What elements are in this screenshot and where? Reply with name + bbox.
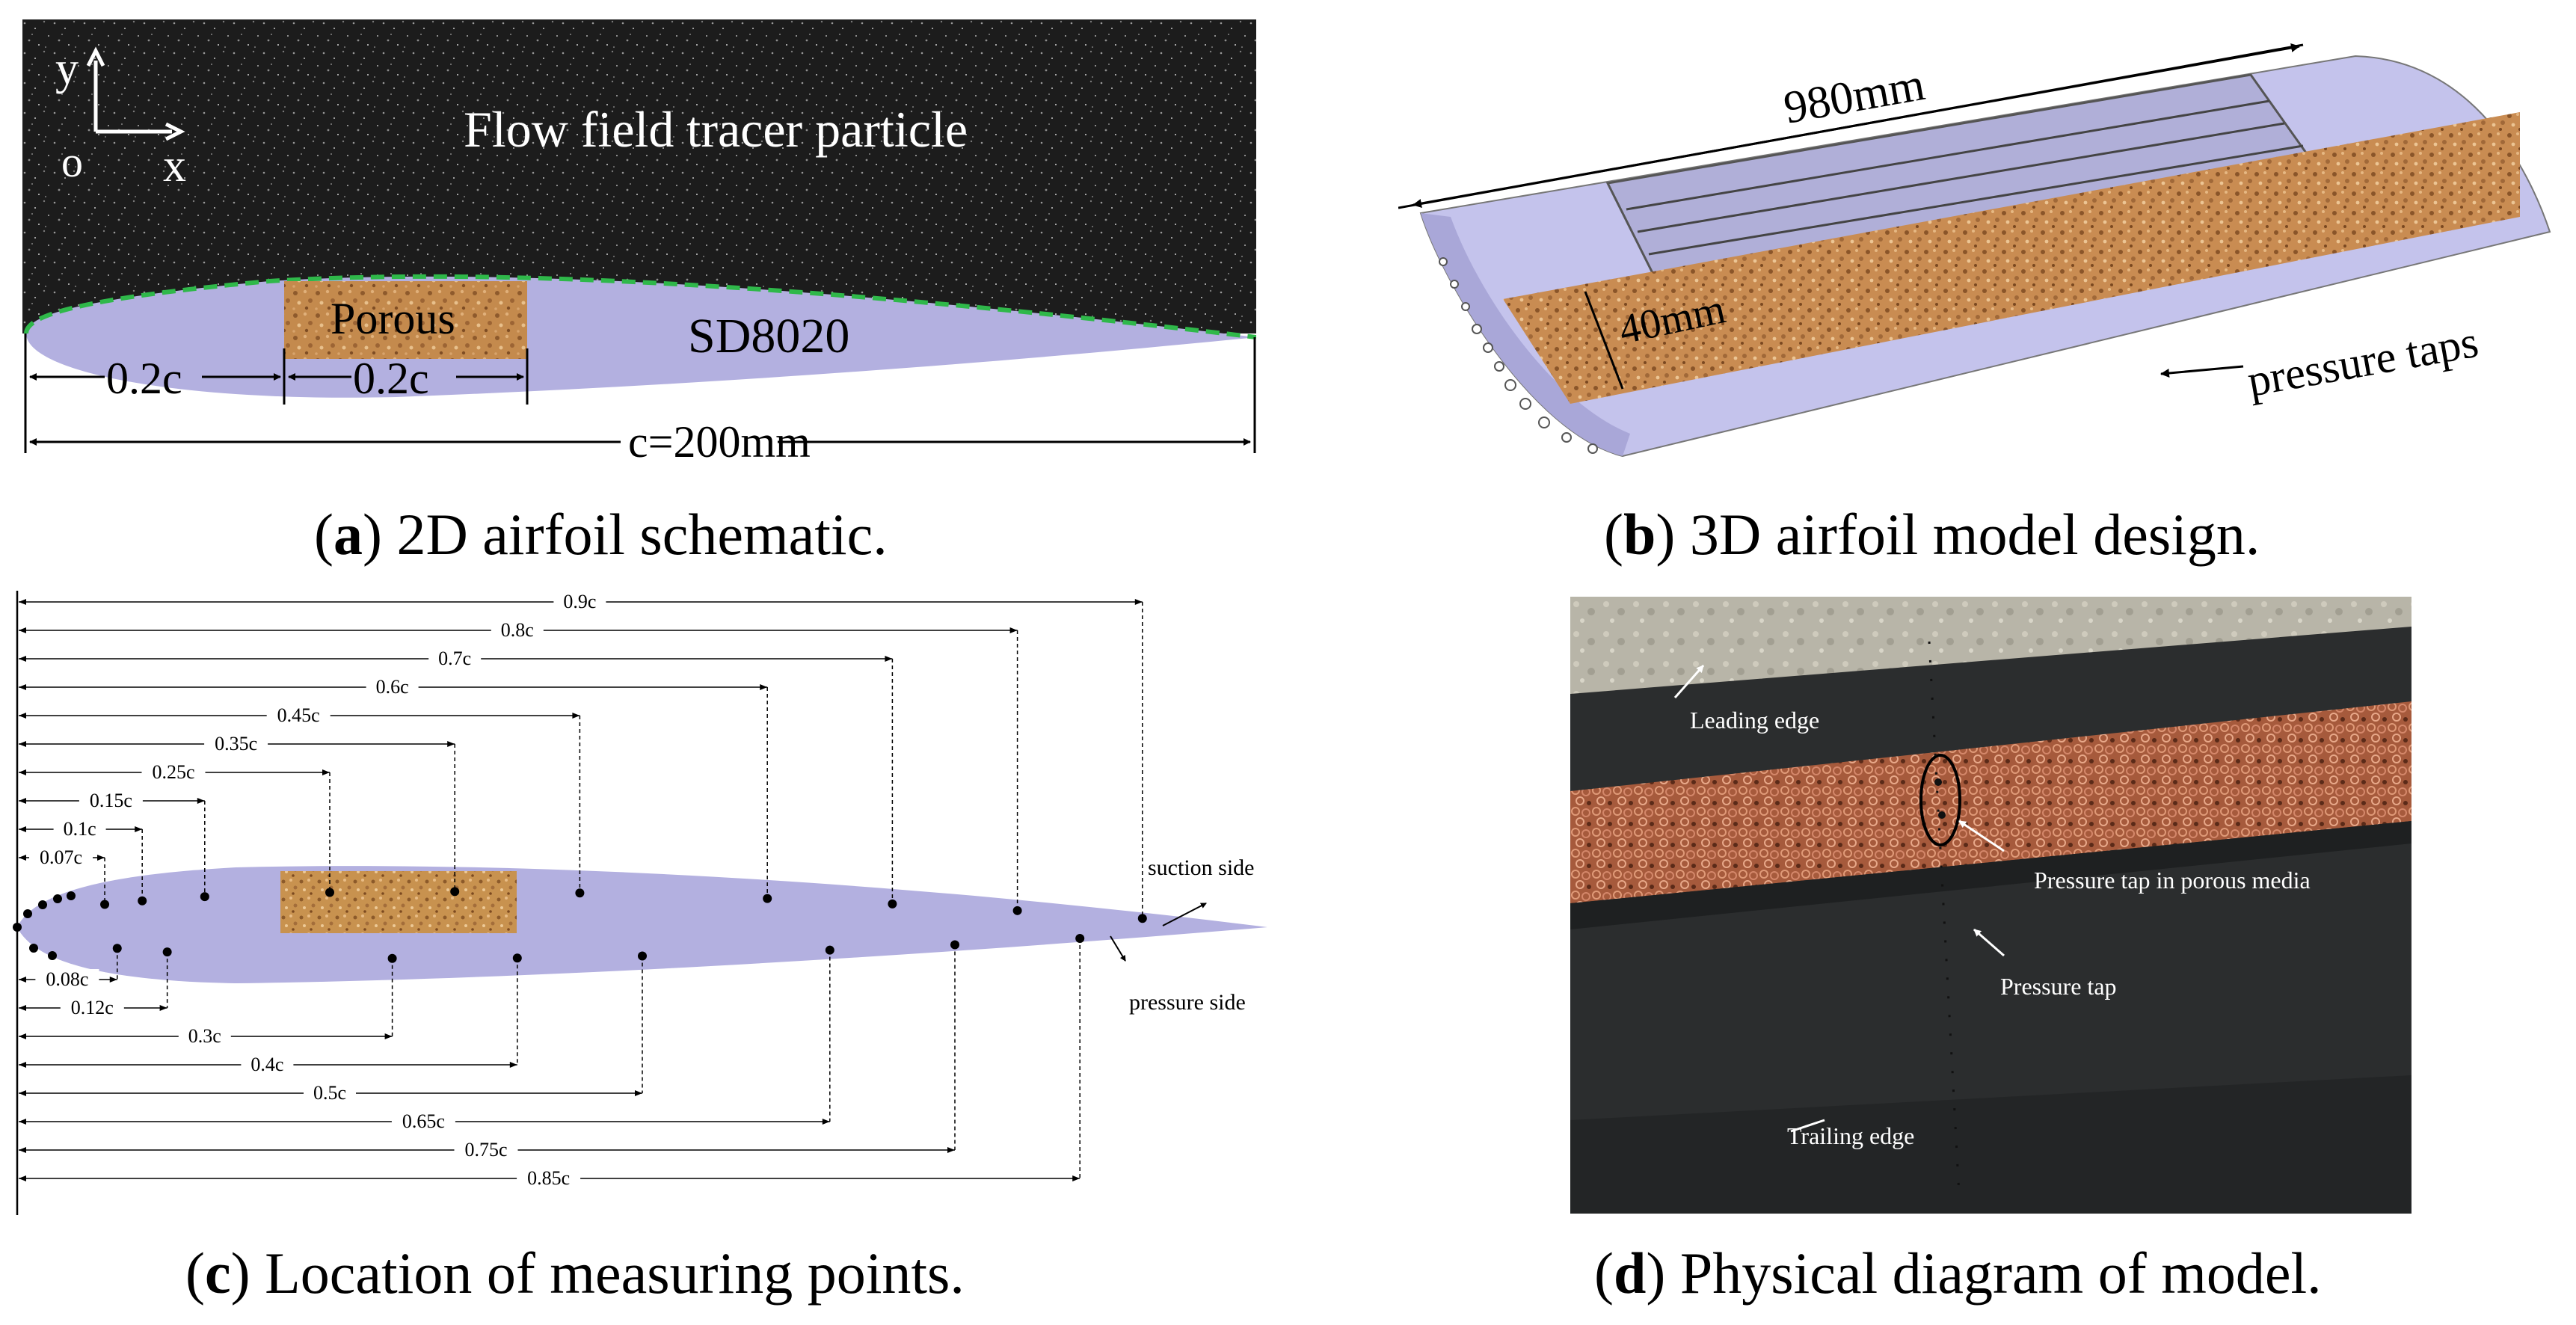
panel-a: y o x Flow field tracer particle Porous … [22,19,1257,468]
panel-c-figure: 0.9c 0.8c 0.7c 0.6c 0.45c 0.35c 0.25c 0.15c 0.1c… [13,591,1267,1215]
pressure-measuring-point [162,947,172,957]
y-axis-label: y [55,43,79,94]
caption-a: (a) 2D airfoil schematic. [314,502,888,567]
leading-edge-point [13,923,22,932]
suction-point-label: 0.25c [152,761,194,783]
suction-point-label: 0.45c [277,704,320,726]
x-axis-label: x [163,141,186,191]
suction-side-points: 0.9c 0.8c 0.7c 0.6c 0.45c 0.35c 0.25c 0.15c 0.1c… [13,591,1147,960]
pressure-side-points: 0.08c 0.12c 0.3c 0.4c 0.5c 0.65c 0.75c 0.85c [19,934,1085,1189]
suction-side-label: suction side [1148,855,1255,880]
pressure-tap-label: Pressure tap [2000,973,2117,1000]
porous-media-strip [1570,701,2411,903]
panel-a-figure: y o x Flow field tracer particle Porous … [22,19,1257,468]
leading-edge-point [67,891,76,900]
panel-d-photo: Leading edge Pressure tap in porous medi… [1570,597,2411,1214]
flow-field-label: Flow field tracer particle [464,101,968,158]
pressure-point-label: 0.12c [71,997,114,1018]
suction-measuring-point [450,887,460,897]
caption-c: (c) Location of measuring points. [185,1241,965,1306]
porous-band [1503,112,2520,404]
pressure-measuring-point [638,951,647,961]
pressure-measuring-point [825,945,834,955]
upper-surface-dashed [24,274,1257,339]
airfoil-name-label: SD8020 [688,309,849,363]
suction-point-label: 0.6c [376,676,409,698]
pressure-taps-label: pressure taps [2244,317,2482,406]
suction-point-label: 0.8c [501,619,534,641]
pressure-measuring-point [1075,934,1085,944]
origin-label: o [61,138,83,186]
suction-measuring-point [763,894,772,903]
leading-edge-point [53,894,62,903]
suction-measuring-point [575,888,585,898]
pressure-measuring-point [387,953,397,963]
dim-porous-0.2c: 0.2c [353,354,429,403]
suction-measuring-point [1137,914,1147,923]
panel-c: 0.9c 0.8c 0.7c 0.6c 0.45c 0.35c 0.25c 0.15c 0.1c… [11,591,1275,1219]
porous-insert [280,871,517,933]
porous-region [284,281,527,359]
leading-edge-label: Leading edge [1690,707,1819,734]
caption-b: (b) 3D airfoil model design. [1604,502,2260,567]
dim-leading-0.2c: 0.2c [106,354,182,403]
pressure-point-label: 0.75c [464,1139,507,1160]
trailing-edge-label: Trailing edge [1787,1122,1914,1149]
tap-highlight-ellipse [1919,754,1961,846]
suction-measuring-point [888,899,897,909]
suction-measuring-point [1012,906,1022,915]
pressure-measuring-point [112,944,122,953]
leading-edge-point [23,909,32,918]
chord-length-label: c=200mm [628,417,811,467]
pressure-tap-porous-label: Pressure tap in porous media [2034,867,2311,894]
suction-point-label: 0.1c [64,818,96,840]
span-length-label: 980mm [1780,59,1928,134]
pressure-point-label: 0.85c [527,1167,570,1189]
suction-point-label: 0.7c [438,648,471,669]
caption-d: (d) Physical diagram of model. [1594,1241,2322,1306]
pressure-point-label: 0.08c [46,968,88,990]
suction-point-label: 0.15c [90,790,132,811]
suction-measuring-point [138,896,147,906]
suction-point-label: 0.9c [563,591,596,612]
panel-b: 980mm 40mm pressure taps [1398,15,2565,479]
suction-measuring-point [100,900,110,909]
pressure-point-label: 0.5c [313,1082,346,1104]
suction-measuring-point [200,892,209,902]
leading-edge-point [29,944,38,953]
pressure-point-label: 0.4c [250,1054,283,1075]
panel-d: Leading edge Pressure tap in porous medi… [1570,597,2411,1214]
pressure-point-label: 0.3c [188,1025,221,1047]
suction-point-label: 0.35c [215,733,257,754]
suction-point-label: 0.07c [40,846,82,868]
pressure-point-label: 0.65c [402,1110,445,1132]
pressure-tap-holes [1439,257,1598,454]
leading-edge-point [38,900,47,909]
pressure-measuring-point [950,940,959,950]
pressure-side-label: pressure side [1129,990,1246,1015]
porous-label: Porous [331,294,455,343]
leading-edge-point [48,951,57,960]
suction-measuring-point [325,888,334,897]
pressure-measuring-point [512,953,522,963]
panel-b-figure: 980mm 40mm pressure taps [1398,43,2551,458]
